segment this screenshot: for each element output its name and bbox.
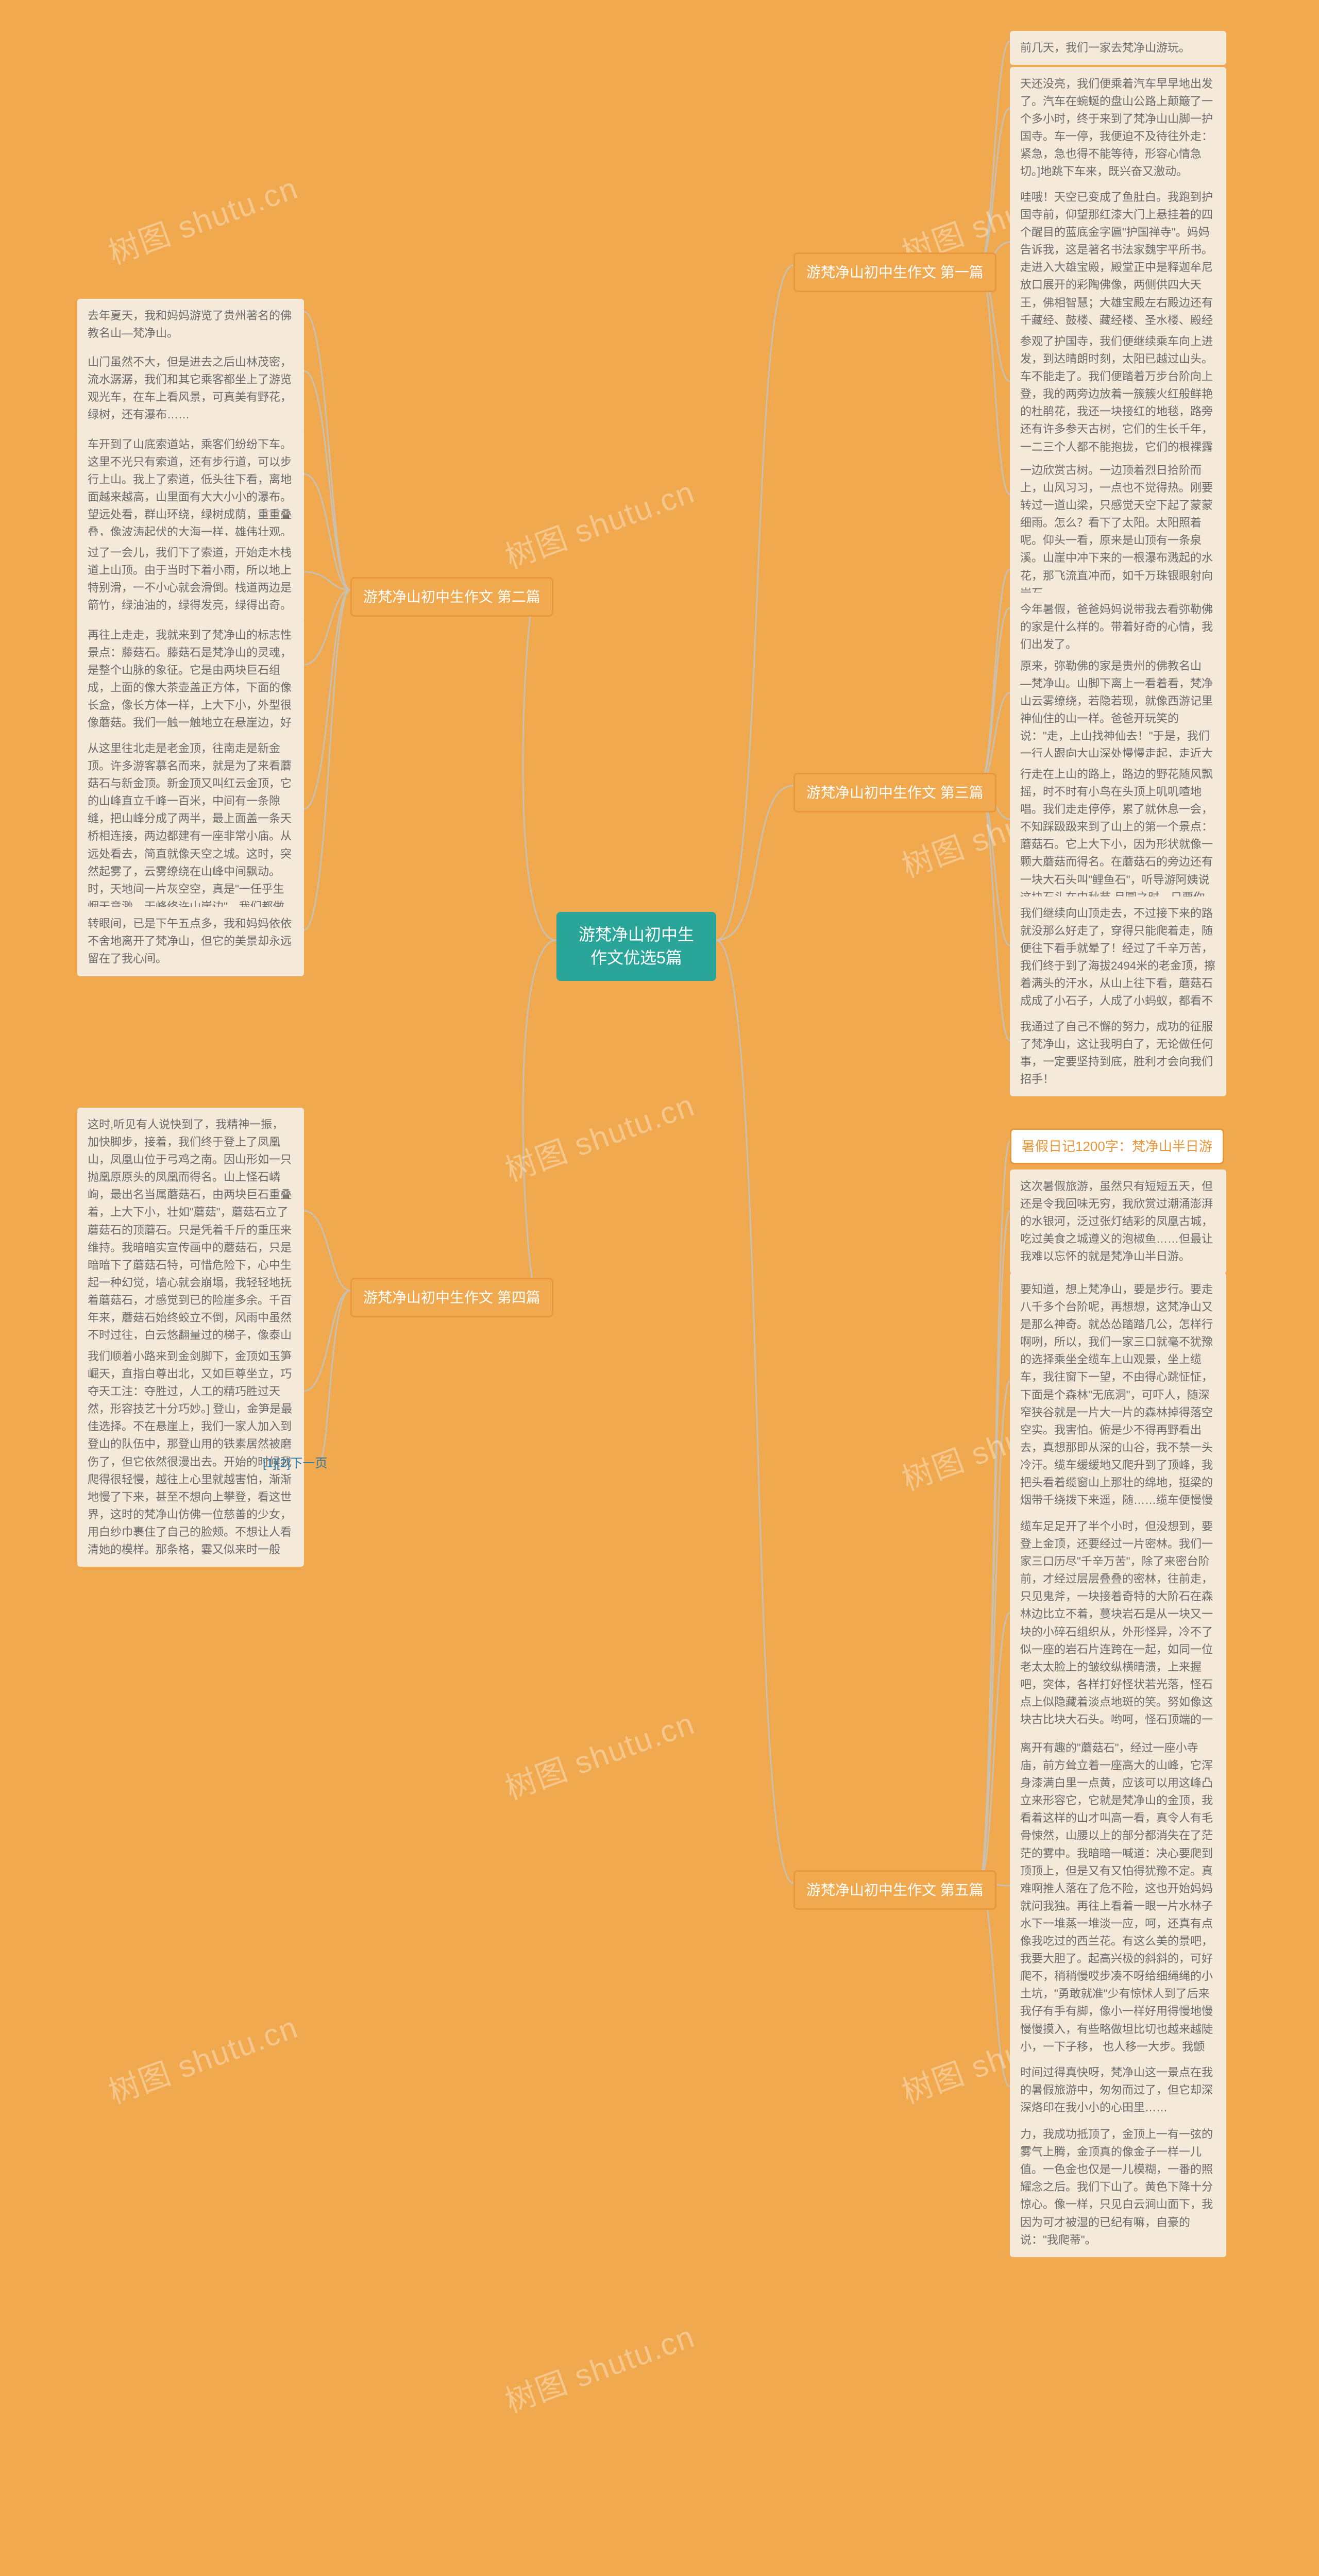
mindmap-root: 游梵净山初中生作文优选5篇 xyxy=(556,912,716,981)
leaf-b3-4: 我通过了自己不懈的努力，成功的征服了梵净山，这让我明白了，无论做任何事，一定要坚… xyxy=(1010,1010,1226,1096)
watermark: 树图 shutu.cn xyxy=(102,2003,303,2113)
leaf-b2-1: 山门虽然不大，但是进去之后山林茂密，流水潺潺，我们和其它乘客都坐上了游览观光车，… xyxy=(77,345,304,432)
leaf-b2-2: 车开到了山底索道站，乘客们纷纷下车。这里不光只有索道，还有步行道，可以步行上山。… xyxy=(77,428,304,550)
branch-4[interactable]: 游梵净山初中生作文 第四篇 xyxy=(350,1278,553,1317)
leaf-b1-1: 天还没亮，我们便乘着汽车早早地出发了。汽车在蜿蜒的盘山公路上颠簸了一个多小时，终… xyxy=(1010,67,1226,189)
leaf-b5-3: 离开有趣的"蘑菇石"，经过一座小寺庙，前方耸立着一座高大的山峰，它浑身漆满白里一… xyxy=(1010,1731,1226,2257)
watermark: 树图 shutu.cn xyxy=(498,1699,700,1809)
leaf-b2-0: 去年夏天，我和妈妈游览了贵州著名的佛教名山—梵净山。 xyxy=(77,299,304,350)
branch-5[interactable]: 游梵净山初中生作文 第五篇 xyxy=(793,1870,996,1910)
branch-3[interactable]: 游梵净山初中生作文 第三篇 xyxy=(793,773,996,812)
branch-2[interactable]: 游梵净山初中生作文 第二篇 xyxy=(350,577,553,617)
watermark: 树图 shutu.cn xyxy=(102,163,303,274)
branch-1[interactable]: 游梵净山初中生作文 第一篇 xyxy=(793,252,996,292)
leaf-b2-3: 过了一会儿，我们下了索道，开始走木栈道上山顶。由于当时下着小雨，所以地上特别滑，… xyxy=(77,536,304,622)
leaf-b1-4: 一边欣赏古树。一边顶着烈日拾阶而上，山风习习，一点也不觉得热。刚要转过一道山梁，… xyxy=(1010,453,1226,611)
watermark: 树图 shutu.cn xyxy=(498,467,700,578)
leaf-b2-6: 转眼间，已是下午五点多，我和妈妈依依不舍地离开了梵净山，但它的美景却永远留在了我… xyxy=(77,907,304,976)
leaf-b5-4: 时间过得真快呀，梵净山这一景点在我的暑假旅游中，匆匆而过了，但它却深深烙印在我小… xyxy=(1010,2056,1226,2125)
watermark: 树图 shutu.cn xyxy=(498,2312,700,2422)
leaf-b1-0: 前几天，我们一家去梵净山游玩。 xyxy=(1010,31,1226,65)
watermark: 树图 shutu.cn xyxy=(498,1080,700,1191)
subhead-5a: 暑假日记1200字：梵净山半日游 xyxy=(1010,1128,1224,1164)
leaf-b5-0: 这次暑假旅游，虽然只有短短五天，但还是令我回味无穷，我欣赏过潮涌澎湃的水银河，泛… xyxy=(1010,1170,1226,1274)
pager-link[interactable]: [1][2]下一页 xyxy=(263,1453,327,1471)
